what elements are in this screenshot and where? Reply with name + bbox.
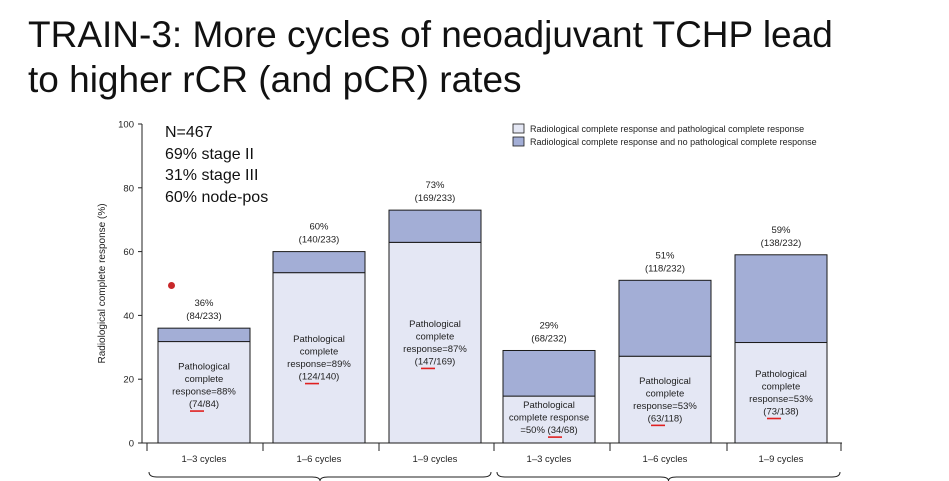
bar-inner-pcr-label: Pathological bbox=[523, 400, 575, 411]
x-category-label: 1–9 cycles bbox=[413, 454, 458, 465]
bar-inner-pcr-label: complete bbox=[646, 388, 685, 399]
bar-inner-pcr-label: Pathological bbox=[293, 334, 345, 345]
bar-inner-pcr-label: (63/118) bbox=[648, 413, 683, 424]
bar-segment-no-pcr bbox=[734, 254, 828, 344]
bar-inner-pcr-label: (74/84) bbox=[189, 399, 219, 410]
bar-inner-pcr-label: Pathological bbox=[178, 362, 230, 373]
bar-total-percent-label: 59% bbox=[771, 225, 791, 236]
legend-label-no-pcr: Radiological complete response and no pa… bbox=[530, 137, 817, 147]
legend-swatch-pcr bbox=[512, 123, 525, 134]
y-axis-label: Radiological complete response (%) bbox=[97, 203, 108, 363]
legend-label-pcr: Radiological complete response and patho… bbox=[530, 124, 804, 134]
bar-segment-no-pcr bbox=[618, 279, 712, 357]
bar-inner-pcr-label: =50% (34/68) bbox=[520, 425, 577, 436]
x-category-label: 1–9 cycles bbox=[759, 454, 804, 465]
bar-segment-pcr bbox=[272, 272, 366, 444]
bar-inner-pcr-label: complete bbox=[185, 374, 224, 385]
bar-total-count-label: (84/233) bbox=[186, 311, 221, 322]
slide-title: TRAIN-3: More cycles of neoadjuvant TCHP… bbox=[28, 12, 938, 102]
bar-total-percent-label: 73% bbox=[425, 180, 445, 191]
bar-total-count-label: (140/233) bbox=[299, 235, 340, 246]
x-category-label: 1–6 cycles bbox=[643, 454, 688, 465]
bar-segment-pcr bbox=[618, 355, 712, 444]
bar-segment-no-pcr bbox=[388, 209, 482, 243]
annotation-line-n: N=467 bbox=[165, 124, 213, 141]
red-dot-marker bbox=[168, 282, 175, 289]
bar-total-count-label: (68/232) bbox=[531, 333, 566, 344]
annotation-line-node-pos: 60% node-pos bbox=[165, 188, 269, 206]
bar-inner-pcr-label: complete bbox=[762, 382, 801, 393]
slide-title-line-2: to higher rCR (and pCR) rates bbox=[28, 59, 522, 100]
bar-inner-pcr-label: response=53% bbox=[633, 401, 697, 412]
bar-inner-pcr-label: complete bbox=[300, 347, 339, 358]
annotation-line-stage-iii: 31% stage III bbox=[165, 167, 259, 184]
x-category-label: 1–6 cycles bbox=[297, 454, 342, 465]
y-tick-label: 80 bbox=[123, 183, 134, 194]
y-tick-label: 100 bbox=[118, 120, 134, 131]
bar-total-percent-label: 60% bbox=[309, 222, 329, 233]
bar-segment-pcr bbox=[502, 395, 596, 444]
bar-inner-pcr-label: Pathological bbox=[409, 319, 461, 330]
bar-total-percent-label: 29% bbox=[539, 320, 559, 331]
annotation-line-stage-ii: 69% stage II bbox=[165, 145, 254, 163]
y-tick-label: 0 bbox=[129, 439, 134, 450]
x-category-label: 1–3 cycles bbox=[182, 454, 227, 465]
bar-inner-pcr-label: (147/169) bbox=[415, 356, 456, 367]
bar-segment-no-pcr bbox=[157, 327, 251, 343]
bar-segment-pcr bbox=[388, 241, 482, 444]
bar-inner-pcr-label: response=53% bbox=[749, 394, 813, 405]
x-category-label: 1–3 cycles bbox=[527, 454, 572, 465]
bar-inner-pcr-label: response=89% bbox=[287, 359, 351, 370]
bar-total-percent-label: 36% bbox=[194, 298, 214, 309]
bar-total-count-label: (118/232) bbox=[645, 263, 685, 274]
bar-segment-pcr bbox=[157, 341, 251, 444]
bar-inner-pcr-label: complete response bbox=[509, 413, 589, 424]
bar-total-count-label: (138/232) bbox=[761, 238, 802, 249]
bar-segment-no-pcr bbox=[272, 251, 366, 274]
bar-total-percent-label: 51% bbox=[655, 250, 675, 261]
bar-inner-pcr-label: (73/138) bbox=[763, 407, 798, 418]
bar-inner-pcr-label: response=88% bbox=[172, 387, 236, 398]
y-tick-label: 40 bbox=[123, 311, 134, 322]
bar-total-count-label: (169/233) bbox=[415, 193, 456, 204]
slide-title-line-1: TRAIN-3: More cycles of neoadjuvant TCHP… bbox=[28, 14, 833, 55]
group-brace-left bbox=[148, 471, 492, 481]
bar-inner-pcr-label: response=87% bbox=[403, 344, 467, 355]
bar-segment-pcr bbox=[734, 342, 828, 444]
bar-segment-no-pcr bbox=[502, 349, 596, 397]
y-tick-label: 20 bbox=[123, 375, 134, 386]
bar-inner-pcr-label: Pathological bbox=[755, 369, 807, 380]
y-tick-label: 60 bbox=[123, 247, 134, 258]
bar-inner-pcr-label: Pathological bbox=[639, 376, 691, 387]
group-brace-right bbox=[496, 471, 841, 481]
bar-inner-pcr-label: (124/140) bbox=[299, 372, 340, 383]
bar-inner-pcr-label: complete bbox=[416, 331, 455, 342]
legend-swatch-no-pcr bbox=[512, 136, 525, 147]
study-annotation: N=467 69% stage II 31% stage III 60% nod… bbox=[165, 122, 268, 208]
